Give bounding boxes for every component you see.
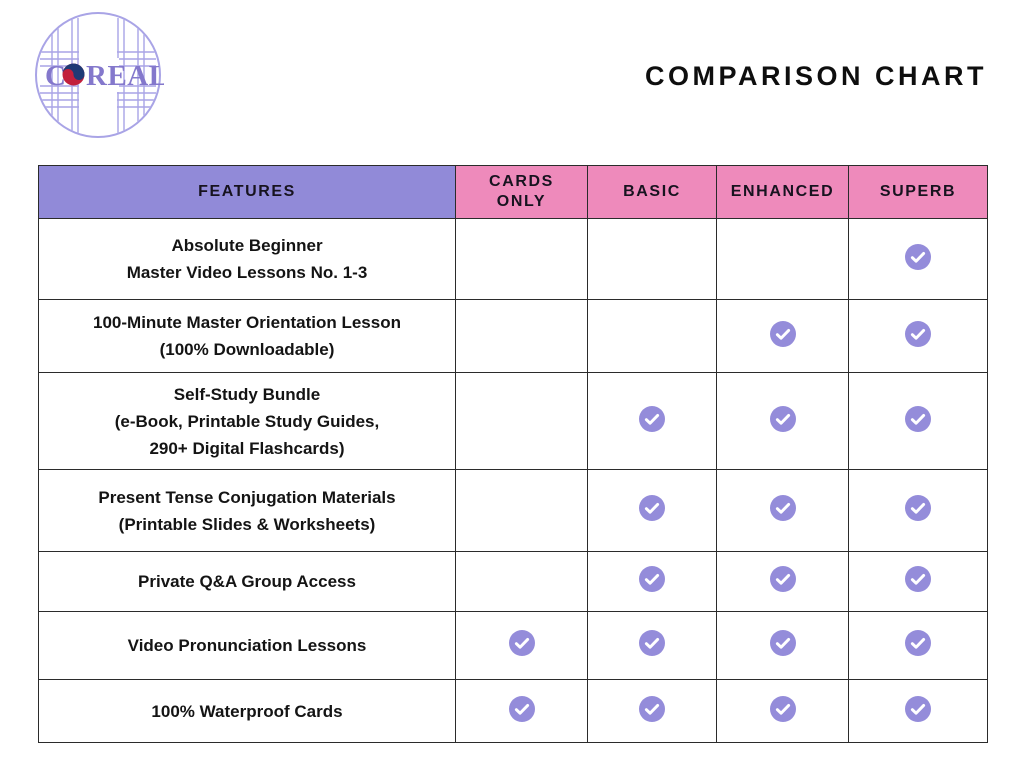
check-cell-empty [455,469,588,552]
check-cell-included [455,611,588,680]
taegeuk-icon [62,63,85,86]
column-header-superb: SUPERB [848,165,988,219]
coreall-logo-icon: C REALL [35,12,188,138]
check-cell-empty [455,299,588,373]
check-icon [905,243,931,270]
check-icon [769,566,796,592]
check-icon [905,405,931,432]
check-icon [905,320,931,347]
check-cell-included [848,299,988,373]
check-cell-included [848,469,988,552]
check-cell-included [716,469,849,552]
check-cell-included [716,299,849,373]
check-icon [639,405,665,432]
check-icon [769,320,796,347]
feature-label: Present Tense Conjugation Materials (Prin… [38,469,456,552]
check-icon [639,566,665,592]
check-cell-included [848,679,988,743]
header-row: FEATURES CARDS ONLY BASIC ENHANCED SUPER… [38,165,988,219]
check-icon [905,495,931,521]
table-body: Absolute Beginner Master Video Lessons No… [38,218,988,743]
column-header-features: FEATURES [38,165,456,219]
check-cell-included [587,679,717,743]
check-icon [905,566,931,592]
comparison-table: FEATURES CARDS ONLY BASIC ENHANCED SUPER… [38,165,988,743]
table-row: 100-Minute Master Orientation Lesson (100… [38,299,988,373]
check-icon [769,405,796,432]
table-row: Private Q&A Group Access [38,551,988,612]
check-cell-empty [587,299,717,373]
check-cell-empty [716,218,849,300]
column-header-cards-only: CARDS ONLY [455,165,588,219]
feature-label: 100-Minute Master Orientation Lesson (100… [38,299,456,373]
logo-text-reall: REALL [86,60,164,92]
check-icon [905,630,931,656]
page-title: COMPARISON CHART [645,61,987,91]
check-cell-included [848,372,988,470]
feature-label: Private Q&A Group Access [38,551,456,612]
check-cell-included [848,551,988,612]
table-row: Video Pronunciation Lessons [38,611,988,680]
check-cell-included [716,679,849,743]
check-cell-included [848,611,988,680]
feature-label: Absolute Beginner Master Video Lessons No… [38,218,456,300]
column-header-enhanced: ENHANCED [716,165,849,219]
check-cell-empty [455,372,588,470]
table-row: Present Tense Conjugation Materials (Prin… [38,469,988,552]
check-cell-included [587,551,717,612]
check-cell-included [587,611,717,680]
check-cell-empty [455,551,588,612]
table-row: Absolute Beginner Master Video Lessons No… [38,218,988,300]
check-cell-included [716,611,849,680]
check-cell-included [716,551,849,612]
check-cell-empty [587,218,717,300]
logo-text-c: C [45,60,66,92]
logo-text-backing [79,58,119,92]
feature-label: 100% Waterproof Cards [38,679,456,743]
table-row: 100% Waterproof Cards [38,679,988,743]
table-row: Self-Study Bundle (e-Book, Printable Stud… [38,372,988,470]
check-cell-included [587,372,717,470]
check-cell-included [716,372,849,470]
check-icon [639,695,665,722]
check-icon [639,495,665,521]
feature-label: Video Pronunciation Lessons [38,611,456,680]
column-header-basic: BASIC [587,165,717,219]
check-icon [769,695,796,722]
right-lattice-pattern [117,18,156,134]
coreall-logo: C REALL [32,10,188,142]
check-cell-included [848,218,988,300]
check-icon [508,630,535,656]
check-icon [769,495,796,521]
check-cell-included [587,469,717,552]
check-icon [769,630,796,656]
check-icon [905,695,931,722]
check-cell-included [455,679,588,743]
feature-label: Self-Study Bundle (e-Book, Printable Stud… [38,372,456,470]
check-icon [639,630,665,656]
left-lattice-pattern [40,18,79,134]
check-icon [508,695,535,722]
check-cell-empty [455,218,588,300]
